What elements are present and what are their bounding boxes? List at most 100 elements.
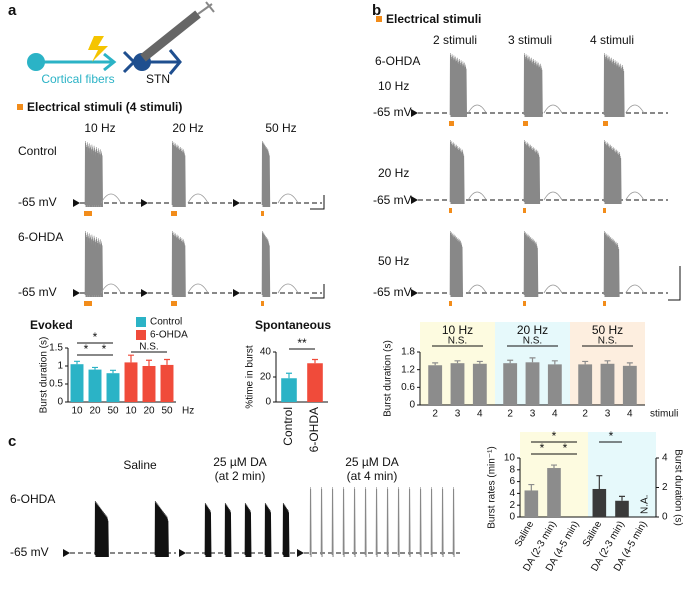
annotation: * (84, 342, 89, 356)
section-title: Electrical stimuli (386, 12, 481, 26)
voltage-trace (282, 502, 290, 558)
trace-arrow (411, 289, 418, 297)
y-tick-label: 1.8 (401, 347, 415, 358)
stimulus-marker (84, 301, 92, 306)
annotation: * (102, 342, 107, 356)
potential-label: -65 mV (373, 105, 412, 119)
schematic (27, 1, 215, 75)
error-bar (128, 354, 134, 363)
voltage-trace (449, 230, 463, 298)
scale-bar (668, 266, 681, 301)
legend-swatch (136, 330, 146, 340)
y2-tick-label: 4 (662, 453, 668, 464)
column-header: 4 stimuli (590, 33, 634, 47)
legend-label: Control (150, 317, 182, 328)
annotation: * (609, 429, 614, 443)
bar (142, 366, 156, 402)
voltage-trace (467, 104, 487, 114)
error-bar (604, 360, 611, 364)
stimulus-marker (523, 121, 528, 126)
voltage-trace (523, 230, 539, 298)
x-tick-label: 10 (125, 406, 137, 417)
y-tick-label: 0.5 (49, 379, 63, 390)
y-tick-label: 4 (509, 488, 515, 499)
potential-label: -65 mV (18, 195, 57, 209)
voltage-trace (171, 140, 186, 208)
row-label: 20 Hz (378, 166, 409, 180)
x-tick-label: 3 (530, 409, 536, 420)
trace-arrow (411, 196, 418, 204)
trace-arrow (233, 199, 240, 207)
trace-arrow (297, 549, 304, 557)
bar (160, 364, 174, 402)
trace-arrow (179, 549, 186, 557)
panel-label: c (8, 433, 16, 450)
voltage-trace (204, 502, 212, 558)
x-tick-label: 3 (605, 409, 611, 420)
voltage-trace (309, 486, 312, 558)
bar (592, 488, 607, 517)
voltage-trace (603, 230, 620, 298)
stimulus-marker (171, 211, 177, 216)
group-header: 20 Hz (517, 323, 548, 337)
annotation: N.A. (640, 495, 651, 514)
bar (124, 362, 138, 402)
error-bar (619, 495, 625, 501)
trace-arrow (73, 199, 80, 207)
stimulus-marker (523, 208, 526, 213)
y-axis-label: Burst duration (s) (383, 340, 394, 417)
voltage-trace (171, 230, 186, 298)
row-label: 10 Hz (378, 79, 409, 93)
y-tick-label: 40 (260, 347, 272, 358)
voltage-trace (100, 283, 122, 294)
stimulus-marker (603, 121, 608, 126)
potential-label: -65 mV (373, 285, 412, 299)
bar (524, 490, 539, 517)
section-title: Electrical stimuli (4 stimuli) (27, 100, 182, 114)
y-tick-label: 0 (409, 400, 415, 411)
label: Cortical fibers (41, 72, 114, 86)
trace-arrow (73, 289, 80, 297)
row-label: 50 Hz (378, 254, 409, 268)
x-tick-label: 20 (143, 406, 155, 417)
annotation: * (93, 330, 98, 344)
column-header: 25 µM DA (345, 455, 399, 469)
bar (106, 373, 120, 402)
voltage-trace (408, 486, 411, 558)
x-tick-label: 50 (107, 406, 119, 417)
x-tick-label: 2 (582, 409, 588, 420)
column-header: 25 µM DA (213, 455, 267, 469)
annotation: N.S. (139, 342, 158, 353)
error-bar (74, 360, 80, 365)
error-bar (92, 366, 98, 370)
x-tick-label: Saline (513, 519, 537, 549)
x-tick-label: 4 (552, 409, 558, 420)
y-axis-label: Burst duration (s) (39, 337, 50, 414)
column-header: 2 stimuli (433, 33, 477, 47)
bar (450, 363, 465, 405)
annotation: N.S. (448, 336, 467, 347)
voltage-trace (625, 284, 645, 294)
voltage-trace (84, 230, 103, 298)
potential-label: -65 mV (10, 545, 49, 559)
voltage-trace (261, 230, 271, 298)
stimulus-marker (171, 301, 177, 306)
column-header: 20 Hz (172, 121, 203, 135)
trace-arrow (233, 289, 240, 297)
y-tick-label: 6 (509, 476, 515, 487)
voltage-trace (430, 486, 433, 558)
error-bar (164, 358, 170, 365)
bar (600, 363, 615, 405)
scale-bar (310, 284, 325, 299)
error-bar (528, 483, 535, 491)
voltage-trace (452, 486, 455, 558)
stimulus-marker (449, 208, 452, 213)
y-tick-label: 20 (260, 372, 272, 383)
bar (547, 468, 561, 517)
group-header: 50 Hz (592, 323, 623, 337)
x-tick-label: 10 (71, 406, 83, 417)
voltage-trace (187, 193, 209, 204)
legend-swatch (136, 317, 146, 327)
x-tick-label: 20 (89, 406, 101, 417)
